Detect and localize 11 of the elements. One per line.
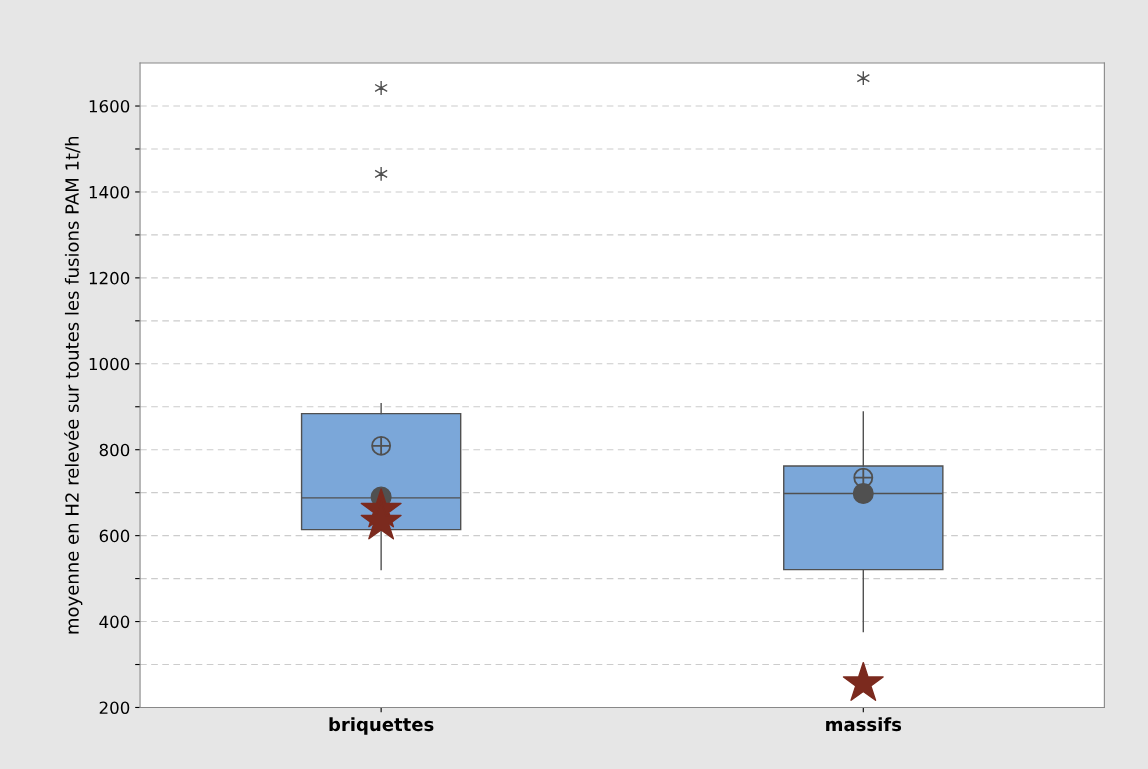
y-tick-label: 400 (99, 615, 130, 629)
y-tick-label: 1600 (89, 99, 130, 113)
x-tick-label: briquettes (329, 717, 434, 735)
y-tick-label: 600 (99, 529, 130, 543)
y-tick-label: 200 (99, 701, 130, 715)
y-tick-label: 1200 (89, 271, 130, 285)
x-tick-label: massifs (826, 717, 902, 732)
y-tick-label: 1000 (89, 357, 130, 371)
y-axis-title: moyenne en H2 relevée sur toutes les fusions PAM 1t/h (64, 136, 83, 634)
y-tick-label: 800 (99, 443, 130, 457)
y-tick-label: 1400 (89, 185, 130, 199)
